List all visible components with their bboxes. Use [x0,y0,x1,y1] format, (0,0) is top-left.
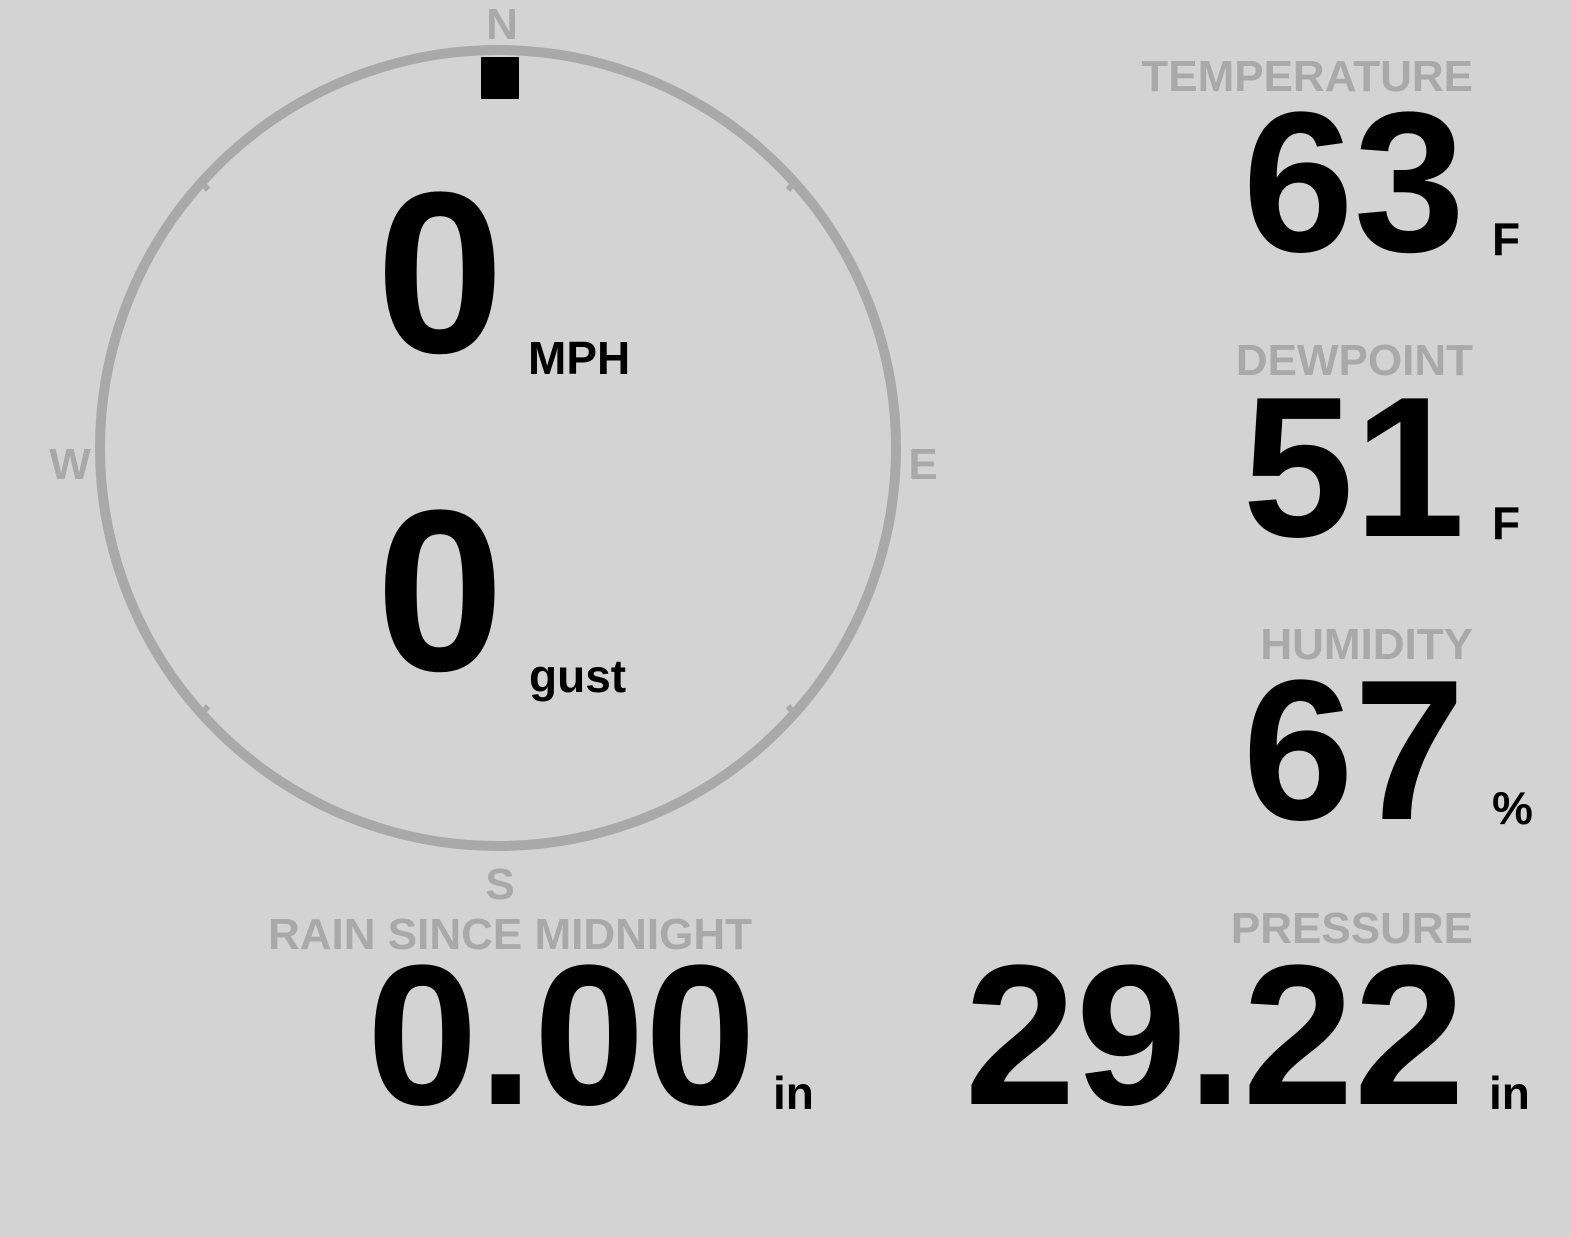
wind-gust-value: 0 [376,462,504,719]
compass-north-label: N [486,0,518,49]
wind-gust-unit: gust [529,650,627,702]
rain-label: RAIN SINCE MIDNIGHT [268,910,752,959]
wind-speed-value: 0 [376,144,504,401]
rain-value: 0.00 [366,924,756,1147]
temperature-value: 63 [1242,71,1465,294]
humidity-unit: % [1492,782,1533,834]
temperature-unit: F [1492,213,1521,265]
dewpoint-label: DEWPOINT [1235,336,1473,385]
rain-unit: in [773,1067,814,1119]
pressure-value: 29.22 [964,924,1466,1147]
wind-direction-needle [481,57,519,99]
compass-east-label: E [908,440,938,489]
pressure-label: PRESSURE [1230,904,1473,953]
humidity-label: HUMIDITY [1260,620,1473,669]
compass-west-label: W [49,440,91,489]
temperature-label: TEMPERATURE [1141,52,1473,101]
dewpoint-unit: F [1492,497,1521,549]
compass-south-label: S [485,860,515,909]
humidity-value: 67 [1242,639,1465,862]
pressure-unit: in [1489,1067,1530,1119]
dewpoint-value: 51 [1242,356,1465,579]
compass-ring [95,45,901,851]
wind-speed-unit: MPH [528,332,631,384]
compass-ticks [197,178,799,718]
